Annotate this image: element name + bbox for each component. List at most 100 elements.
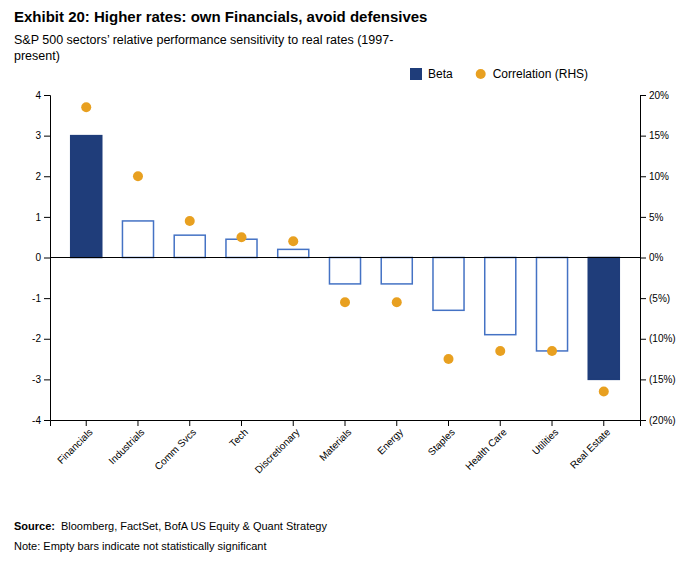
tick-mark — [640, 136, 646, 137]
source-label: Source: — [14, 520, 55, 532]
tick-mark — [241, 420, 242, 426]
tick: 10% — [640, 171, 669, 182]
subtitle-line: present) — [14, 49, 60, 63]
tick-mark — [189, 420, 190, 426]
subtitle-line: S&P 500 sectors’ relative performance se… — [14, 33, 393, 47]
bar — [71, 136, 102, 258]
tick: (20%) — [640, 415, 676, 426]
tick-label: -2 — [32, 333, 41, 344]
tick: (10%) — [640, 333, 676, 344]
tick-mark — [640, 339, 646, 340]
tick: Staples — [426, 420, 457, 458]
tick-label: Utilities — [530, 426, 561, 457]
axis-line — [44, 96, 51, 421]
tick: 20% — [640, 90, 669, 101]
tick: (15%) — [640, 374, 676, 385]
dot — [133, 171, 143, 181]
tick-label: Financials — [55, 426, 95, 466]
legend-label: Beta — [428, 67, 453, 81]
tick-label: Comm Svcs — [152, 426, 198, 472]
dot — [547, 346, 557, 356]
axis-line — [51, 421, 641, 427]
title: Exhibit 20: Higher rates: own Financials… — [14, 8, 427, 25]
plot-area — [71, 102, 620, 396]
tick-mark — [448, 420, 449, 426]
tick-mark — [640, 258, 646, 259]
tick-mark — [137, 420, 138, 426]
source-text: Bloomberg, FactSet, BofA US Equity & Qua… — [61, 520, 327, 532]
y-axis: -4-3-2-101234 — [32, 90, 50, 426]
tick: Industrials — [106, 420, 146, 466]
bar — [174, 235, 205, 257]
tick-label: Industrials — [106, 426, 146, 466]
dot — [444, 354, 454, 364]
note: Note: Empty bars indicate not statistica… — [14, 540, 267, 552]
dot — [185, 216, 195, 226]
zero-line — [50, 257, 640, 258]
bar — [122, 221, 153, 258]
tick-mark — [396, 420, 397, 426]
legend-item: Correlation (RHS) — [476, 67, 588, 81]
subtitle: S&P 500 sectors’ relative performance se… — [14, 33, 393, 63]
tick-label: 0 — [35, 252, 41, 263]
series-scatter — [81, 102, 609, 396]
tick-label: Materials — [317, 426, 353, 462]
tick: 3 — [35, 130, 50, 141]
tick: (5%) — [640, 293, 670, 304]
tick-mark — [44, 339, 50, 340]
tick-label: 2 — [35, 171, 41, 182]
tick-mark — [44, 298, 50, 299]
tick: Energy — [375, 420, 405, 457]
dot — [392, 297, 402, 307]
tick: Financials — [55, 420, 95, 466]
tick-mark — [552, 420, 553, 426]
tick-mark — [640, 298, 646, 299]
tick-mark — [44, 217, 50, 218]
legend-item: Beta — [410, 67, 453, 81]
tick-label: 15% — [649, 130, 669, 141]
chart: Exhibit 20: Higher rates: own Financials… — [0, 0, 700, 570]
tick-label: -1 — [32, 293, 41, 304]
tick-mark — [640, 95, 646, 96]
tick-label: 5% — [649, 212, 664, 223]
tick-mark — [44, 258, 50, 259]
legend-swatch — [410, 68, 422, 80]
tick-label: Health Care — [463, 426, 509, 472]
tick-mark — [640, 176, 646, 177]
tick-label: 0% — [649, 252, 664, 263]
tick-mark — [500, 420, 501, 426]
tick-label: (20%) — [649, 415, 676, 426]
tick-mark — [44, 136, 50, 137]
x-axis: FinancialsIndustrialsComm SvcsTechDiscre… — [51, 420, 641, 475]
tick-label: 20% — [649, 90, 669, 101]
tick-label: Real Estate — [568, 426, 613, 471]
tick-label: 4 — [35, 90, 41, 101]
tick: 2 — [35, 171, 50, 182]
source: Source: Bloomberg, FactSet, BofA US Equit… — [14, 520, 327, 532]
tick: Health Care — [463, 420, 509, 472]
dot — [236, 232, 246, 242]
tick-label: Tech — [227, 426, 250, 449]
background — [0, 0, 700, 570]
dot — [599, 387, 609, 397]
tick-label: (5%) — [649, 293, 670, 304]
legend: Beta Correlation (RHS) — [410, 67, 588, 81]
tick-mark — [86, 420, 87, 426]
tick-label: Energy — [375, 426, 405, 456]
axis-line — [641, 96, 647, 421]
tick-mark — [293, 420, 294, 426]
tick: Real Estate — [568, 420, 613, 471]
y2-axis: (20%) (15%) (10%) (5%) 0% 5% 10% 15% 20% — [640, 90, 676, 426]
tick-label: -3 — [32, 374, 41, 385]
tick-mark — [44, 379, 50, 380]
legend-swatch — [476, 69, 486, 79]
tick: 1 — [35, 212, 50, 223]
tick-label: Staples — [426, 426, 457, 457]
tick: 0 — [35, 252, 50, 263]
tick-mark — [603, 420, 604, 426]
bar — [381, 258, 412, 284]
tick-mark — [640, 217, 646, 218]
dot — [495, 346, 505, 356]
tick-label: (15%) — [649, 374, 676, 385]
dot — [288, 236, 298, 246]
